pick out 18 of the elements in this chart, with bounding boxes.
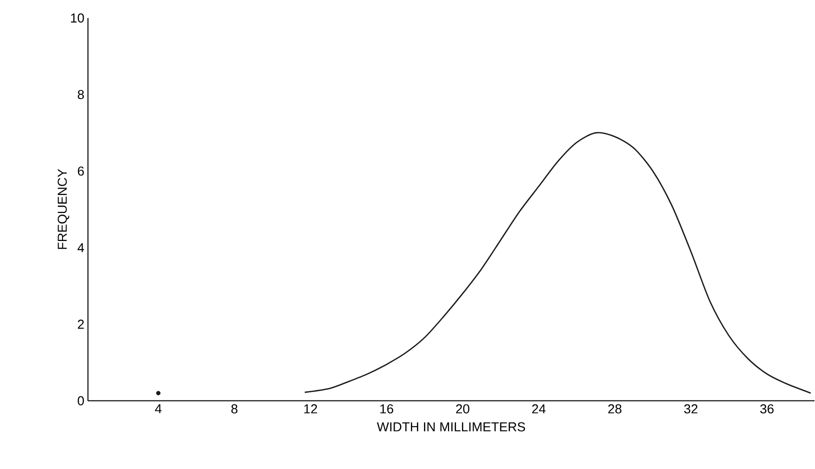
x-tick-label: 4	[155, 404, 162, 414]
y-tick-label: 6	[78, 166, 84, 176]
x-tick-label: 12	[304, 404, 318, 414]
y-tick-label: 8	[78, 90, 84, 100]
y-tick-label: 10	[71, 14, 84, 23]
x-tick-label: 8	[231, 404, 238, 414]
y-axis-title: FREQUENCY	[58, 169, 70, 250]
x-tick-label: 20	[456, 404, 470, 414]
x-tick-label: 24	[532, 404, 546, 414]
y-tick-label: 2	[78, 320, 84, 329]
x-axis-title: WIDTH IN MILLIMETERS	[376, 422, 526, 432]
x-tick-label: 36	[760, 404, 774, 414]
line-series	[304, 132, 812, 394]
y-tick-label: 4	[78, 243, 84, 252]
x-tick-label: 28	[608, 404, 622, 414]
y-tick-label: 0	[78, 396, 84, 406]
x-tick-label: 32	[684, 404, 698, 414]
x-tick-label: 16	[380, 404, 394, 414]
